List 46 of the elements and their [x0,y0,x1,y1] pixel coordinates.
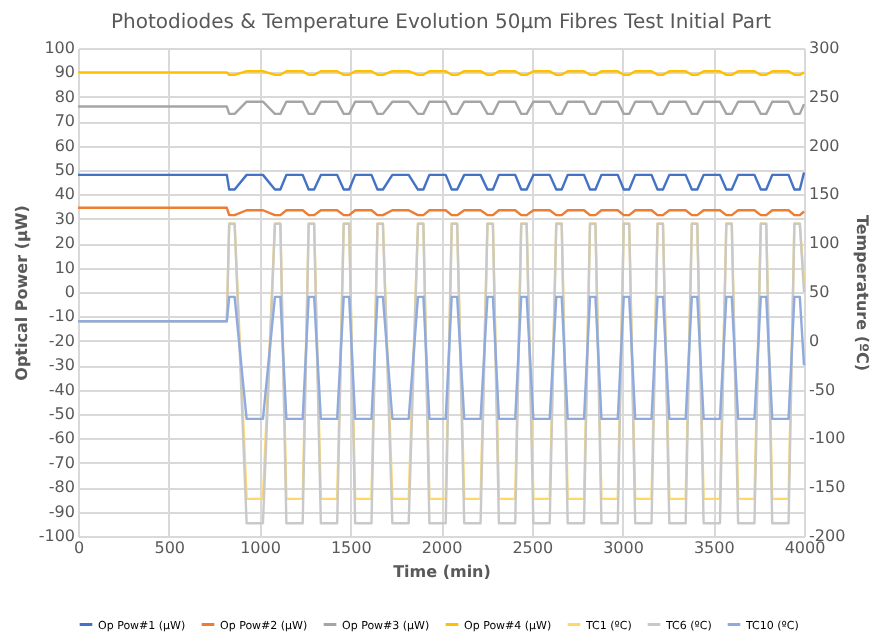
y-tick-label: 90 [54,63,75,82]
x-tick-label: 2500 [512,539,554,557]
y-tick-label: 60 [54,136,75,155]
y2-axis-title: Temperature (ºC) [853,214,872,372]
y-tick-label: 10 [54,258,75,277]
x-tick-label: 1500 [330,539,372,557]
y-tick-label: -10 [48,307,75,326]
y2-tick-label: 300 [809,39,840,57]
y-tick-label: 100 [44,39,75,57]
y-tick-label: -20 [48,331,75,350]
y2-tick-label: -200 [809,527,846,545]
y-axis-title: Optical Power (µW) [12,205,31,381]
y-tick-label: -50 [48,405,75,423]
y-tick-label: 70 [54,112,75,131]
y2-tick-label: 100 [809,234,840,253]
y-tick-label: -90 [48,502,75,521]
y-tick-label: 0 [64,283,75,301]
line-series [76,295,806,421]
y-tick-label: 30 [54,209,75,228]
y2-tick-label: 250 [809,87,840,106]
x-tick-label: 3500 [693,539,735,557]
y-tick-label: 20 [54,234,75,253]
y2-tick-label: -50 [809,380,836,399]
x-axis-title: Time (min) [393,563,491,581]
y-tick-label: 40 [54,185,75,204]
y-tick-label: -40 [48,380,75,399]
x-tick-label: 500 [154,539,186,557]
y-tick-label: -30 [48,356,75,375]
x-tick-label: 2000 [421,539,463,557]
x-tick-label: 4000 [784,539,826,557]
x-tick-label: 3000 [603,539,644,557]
y-tick-label: -80 [48,478,75,497]
y-tick-label: 80 [54,87,75,106]
x-tick-label: 1000 [240,539,281,557]
y2-tick-label: -150 [809,478,846,497]
y-tick-label: -60 [48,429,75,448]
y2-tick-label: 200 [809,136,840,155]
y-tick-label: -70 [48,453,75,472]
y-tick-label: 50 [54,161,75,179]
y2-tick-label: 50 [809,283,830,301]
y-tick-label: -100 [38,527,75,545]
chart-title: Photodiodes & Temperature Evolution 50µm Fibres Test Initial Part [110,12,772,34]
y2-tick-label: 0 [809,331,820,350]
y2-tick-label: -100 [809,429,846,448]
y2-tick-label: 150 [809,185,840,204]
line-series [76,100,806,116]
